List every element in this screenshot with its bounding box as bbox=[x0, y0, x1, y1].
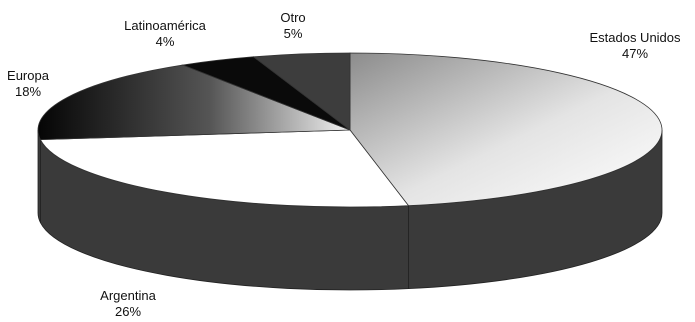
pie-label-value: 26% bbox=[115, 304, 141, 319]
pie-label-name: Latinoamérica bbox=[124, 18, 206, 33]
pie-label-value: 5% bbox=[284, 26, 303, 41]
pie-label-name: Europa bbox=[7, 68, 50, 83]
pie-side-europa bbox=[37, 129, 41, 223]
pie-label-name: Argentina bbox=[100, 288, 156, 303]
pie-slice-estados-unidos bbox=[349, 52, 663, 207]
pie-slice-argentina bbox=[39, 129, 410, 208]
pie-slice-otro bbox=[252, 52, 351, 131]
pie-tops bbox=[37, 52, 663, 208]
pie-slice-europa bbox=[37, 64, 351, 141]
pie-label-value: 18% bbox=[15, 84, 41, 99]
pie-label-name: Otro bbox=[280, 10, 305, 25]
pie-label-name: Estados Unidos bbox=[589, 30, 681, 45]
pie-label-value: 47% bbox=[622, 46, 648, 61]
pie-label-value: 4% bbox=[156, 34, 175, 49]
